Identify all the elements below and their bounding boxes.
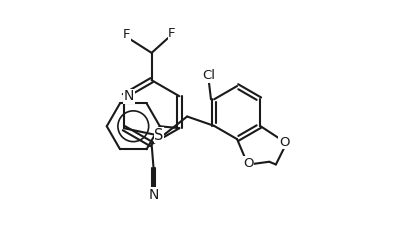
- Text: Cl: Cl: [202, 69, 215, 82]
- Text: F: F: [123, 28, 130, 41]
- Text: N: N: [149, 188, 159, 202]
- Text: O: O: [279, 136, 290, 149]
- Text: O: O: [243, 157, 253, 170]
- Text: F: F: [168, 27, 176, 40]
- Text: N: N: [124, 89, 134, 103]
- Text: S: S: [154, 128, 164, 143]
